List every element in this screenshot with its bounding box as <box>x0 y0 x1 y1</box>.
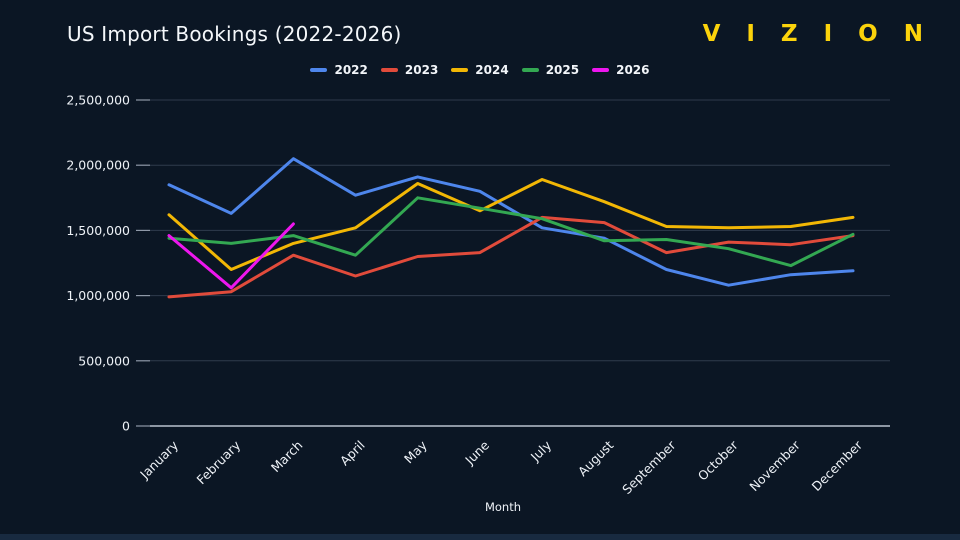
x-tick-label-May: May <box>401 437 430 466</box>
x-tick-label-January: January <box>136 437 181 482</box>
series-line-2023 <box>167 215 855 299</box>
legend-swatch-2024 <box>451 68 469 72</box>
legend-label: 2023 <box>404 63 439 77</box>
x-tick-label-December: December <box>809 437 866 494</box>
x-tick-label-June: June <box>461 437 492 468</box>
legend-label: 2025 <box>545 63 580 77</box>
series-line-2024 <box>167 178 855 271</box>
x-tick-label-August: August <box>575 437 617 479</box>
y-tick-label: 1,000,000 <box>66 288 130 303</box>
legend: 2022 2023 2024 2025 2026 <box>0 63 960 77</box>
legend-item-2022: 2022 <box>310 63 368 77</box>
y-tick-label: 1,500,000 <box>66 223 130 238</box>
legend-swatch-2026 <box>592 68 610 72</box>
x-tick-label-October: October <box>695 437 742 484</box>
x-tick-label-July: July <box>527 437 555 465</box>
footer-strip <box>0 534 960 540</box>
x-tick-label-April: April <box>337 438 368 469</box>
series-line-2022 <box>167 157 855 287</box>
x-tick-label-September: September <box>619 437 679 497</box>
x-tick-label-February: February <box>194 437 244 487</box>
legend-swatch-2023 <box>380 68 398 72</box>
legend-swatch-2022 <box>310 68 328 72</box>
y-tick-label: 0 <box>122 419 130 434</box>
chart-title: US Import Bookings (2022-2026) <box>67 22 402 46</box>
legend-label: 2026 <box>616 63 650 77</box>
x-axis-title: Month <box>485 500 521 514</box>
y-tick-label: 2,500,000 <box>66 93 130 108</box>
x-tick-label-November: November <box>746 437 803 494</box>
legend-item-2024: 2024 <box>451 63 509 77</box>
legend-label: 2022 <box>334 63 368 77</box>
x-tick-label-March: March <box>268 438 306 476</box>
series-line-2025 <box>167 196 855 268</box>
legend-item-2023: 2023 <box>380 63 439 77</box>
series-line-2026 <box>167 222 295 290</box>
y-tick-label: 2,000,000 <box>66 158 130 173</box>
legend-swatch-2025 <box>521 68 539 72</box>
legend-item-2026: 2026 <box>592 63 650 77</box>
y-tick-label: 500,000 <box>78 353 130 368</box>
legend-label: 2024 <box>475 63 509 77</box>
legend-item-2025: 2025 <box>521 63 580 77</box>
vizion-logo: V I Z I O N <box>702 21 932 47</box>
